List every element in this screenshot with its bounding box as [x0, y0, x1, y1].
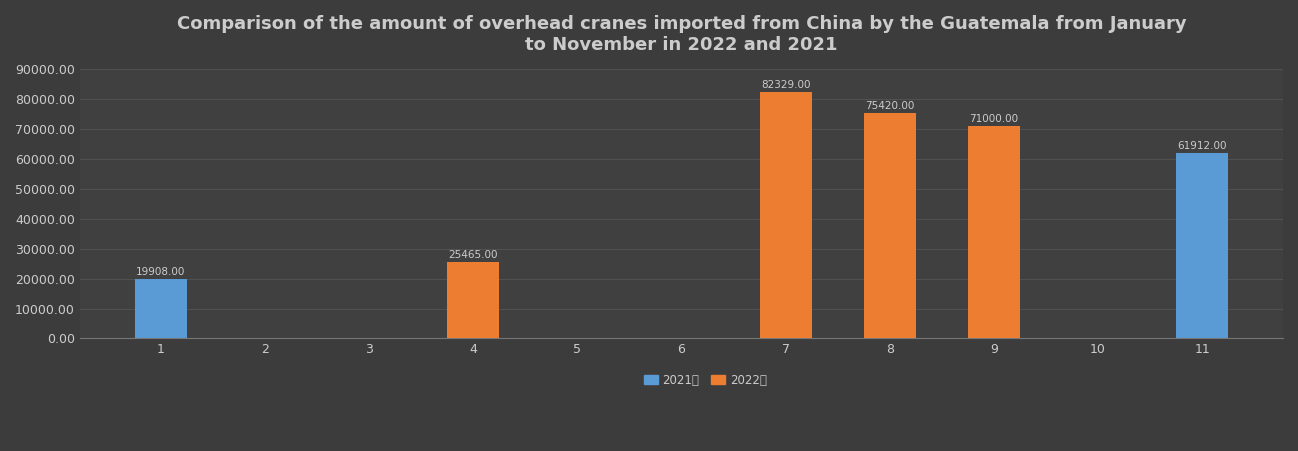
Bar [759, 92, 811, 338]
Bar [968, 126, 1020, 338]
Bar [863, 113, 916, 338]
Text: 19908.00: 19908.00 [136, 267, 186, 277]
Title: Comparison of the amount of overhead cranes imported from China by the Guatemala: Comparison of the amount of overhead cra… [177, 15, 1186, 54]
Bar [135, 279, 187, 338]
Text: 25465.00: 25465.00 [448, 250, 498, 261]
Text: 82329.00: 82329.00 [761, 80, 810, 90]
Bar [1176, 153, 1228, 338]
Legend: 2021年, 2022年: 2021年, 2022年 [639, 369, 772, 392]
Text: 75420.00: 75420.00 [864, 101, 915, 111]
Text: 71000.00: 71000.00 [970, 114, 1019, 124]
Bar [447, 262, 500, 338]
Text: 61912.00: 61912.00 [1177, 142, 1227, 152]
